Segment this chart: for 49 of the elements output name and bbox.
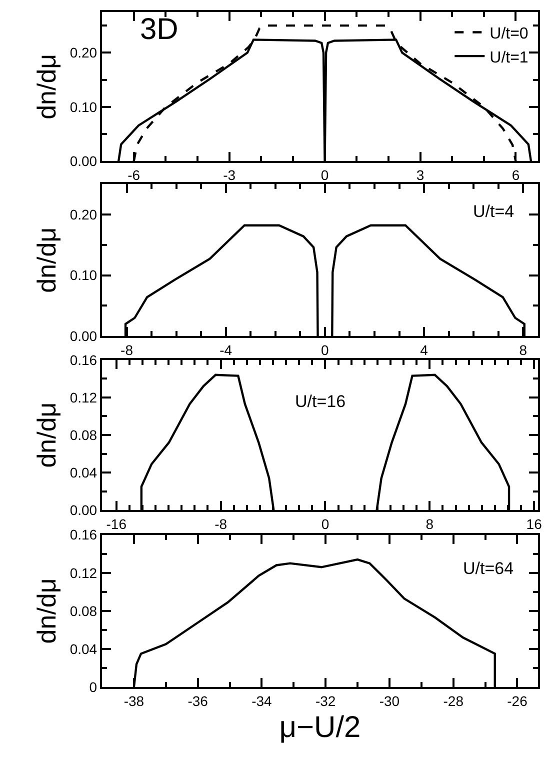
x-tick-label: -36 — [188, 692, 208, 709]
y-tick-label: 0.12 — [70, 389, 98, 406]
x-tick-label: -30 — [379, 692, 400, 709]
y-tick-label: 0.10 — [70, 267, 98, 284]
y-tick-label: 0.08 — [70, 426, 98, 443]
x-tick-label: 0 — [321, 342, 330, 358]
x-tick-label: 8 — [426, 516, 434, 532]
annotation: 3D — [140, 13, 178, 46]
x-tick-label: -34 — [252, 692, 272, 709]
y-tick-label: 0.20 — [70, 44, 98, 61]
y-tick-label: 0.08 — [70, 602, 98, 619]
y-axis-title: dn/dμ — [32, 402, 62, 468]
y-tick-label: 0.20 — [70, 206, 98, 222]
y-tick-label: 0.16 — [70, 352, 98, 368]
x-tick-label: 0 — [320, 167, 329, 184]
annotation: U/t=64 — [463, 559, 514, 578]
x-tick-label: -26 — [507, 692, 528, 709]
x-tick-label: 8 — [519, 342, 528, 358]
x-tick-label: 3 — [416, 167, 424, 184]
x-tick-label: -38 — [124, 692, 144, 709]
x-axis-title: μ−U/2 — [279, 710, 361, 744]
x-tick-label: -32 — [315, 692, 336, 709]
x-tick-label: -4 — [220, 342, 232, 358]
y-tick-label: 0 — [89, 678, 98, 695]
legend-label: U/t=0 — [490, 26, 528, 43]
y-tick-label: 0.04 — [70, 640, 98, 657]
y-tick-label: 0.04 — [70, 464, 98, 480]
y-tick-label: 0.12 — [70, 564, 98, 581]
y-tick-label: 0.00 — [70, 328, 98, 344]
y-tick-label: 0.00 — [70, 153, 98, 170]
x-tick-label: 4 — [420, 342, 428, 358]
y-axis-title: dn/dμ — [32, 227, 62, 293]
y-axis-title: dn/dμ — [32, 54, 62, 120]
y-tick-label: 0.10 — [70, 98, 98, 115]
x-tick-label: -6 — [128, 167, 140, 184]
x-tick-label: -8 — [214, 516, 228, 532]
annotation: U/t=16 — [295, 392, 346, 411]
x-tick-label: -16 — [106, 516, 127, 532]
x-tick-label: 6 — [512, 167, 520, 184]
x-tick-label: -3 — [223, 167, 236, 184]
x-tick-label: 0 — [321, 516, 330, 532]
y-tick-label: 0.16 — [70, 526, 98, 543]
y-tick-label: 0.00 — [70, 502, 98, 518]
legend-label: U/t=1 — [490, 49, 528, 66]
x-tick-label: -8 — [120, 342, 134, 358]
annotation: U/t=4 — [473, 202, 514, 221]
y-axis-title: dn/dμ — [32, 578, 62, 644]
x-tick-label: -28 — [443, 692, 464, 709]
x-tick-label: 16 — [526, 516, 542, 532]
